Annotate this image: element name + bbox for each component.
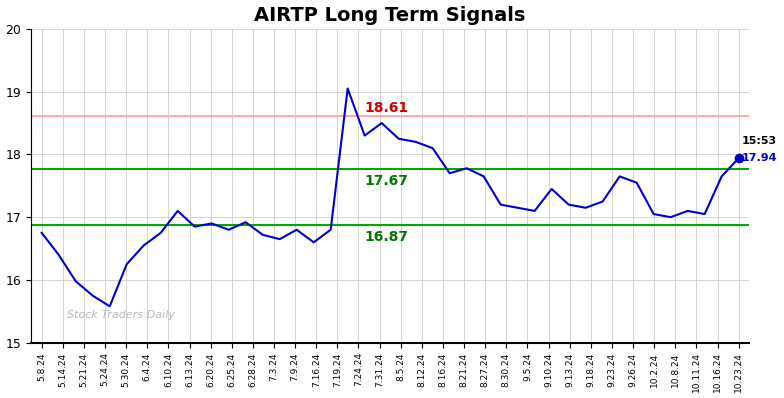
Text: 17.67: 17.67 [365, 174, 408, 187]
Text: 16.87: 16.87 [365, 230, 408, 244]
Text: 15:53: 15:53 [742, 137, 777, 146]
Text: Stock Traders Daily: Stock Traders Daily [67, 310, 175, 320]
Title: AIRTP Long Term Signals: AIRTP Long Term Signals [255, 6, 526, 25]
Text: 18.61: 18.61 [365, 101, 408, 115]
Text: 17.94: 17.94 [742, 153, 777, 163]
